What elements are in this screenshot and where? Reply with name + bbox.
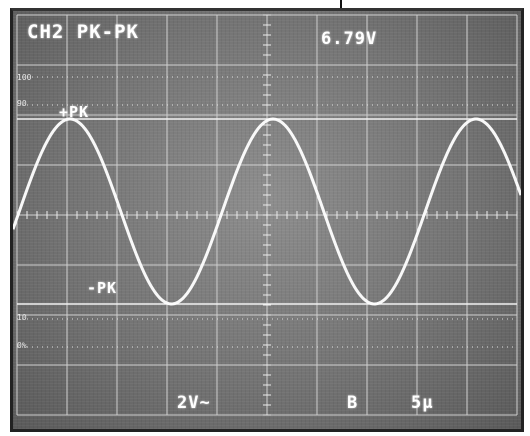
crt-display: CH2 PK-PK 6.79V 100 90 10 0% +PK -PK 2V~… — [10, 8, 524, 432]
lower-cursor-label: -PK — [87, 279, 118, 297]
graticule-ticks — [16, 14, 518, 416]
channel-marker-readout: B — [347, 393, 359, 413]
graticule-mark-90: 90 — [17, 99, 27, 108]
graticule-mark-0: 0% — [17, 341, 27, 350]
upper-cursor-label: +PK — [59, 103, 90, 121]
time-per-div-readout: 5µ — [411, 393, 434, 413]
measurement-value-readout: 6.79V — [321, 29, 378, 49]
waveform-trace — [13, 117, 521, 306]
graticule-mark-10: 10 — [17, 313, 27, 322]
volts-per-div-readout: 2V~ — [177, 393, 211, 413]
graticule-mark-100: 100 — [17, 73, 32, 82]
channel-mode-readout: CH2 PK-PK — [27, 21, 139, 43]
probe-wire — [340, 0, 342, 14]
graticule-svg — [13, 14, 521, 416]
